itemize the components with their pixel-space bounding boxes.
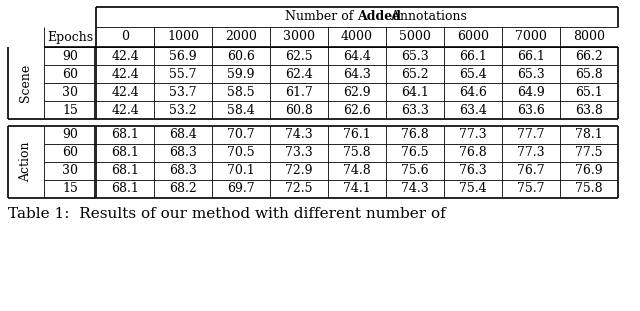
Text: 65.3: 65.3: [401, 49, 429, 63]
Text: 62.6: 62.6: [343, 104, 371, 117]
Text: 77.5: 77.5: [575, 146, 603, 160]
Text: 66.2: 66.2: [575, 49, 603, 63]
Text: 75.7: 75.7: [517, 183, 545, 196]
Text: 42.4: 42.4: [111, 86, 139, 99]
Text: 74.3: 74.3: [285, 128, 313, 142]
Text: 70.5: 70.5: [227, 146, 255, 160]
Text: 62.5: 62.5: [285, 49, 313, 63]
Text: 63.8: 63.8: [575, 104, 603, 117]
Text: 42.4: 42.4: [111, 104, 139, 117]
Text: 60.8: 60.8: [285, 104, 313, 117]
Text: 78.1: 78.1: [575, 128, 603, 142]
Text: 73.3: 73.3: [285, 146, 313, 160]
Text: 15: 15: [62, 183, 78, 196]
Text: 68.1: 68.1: [111, 146, 139, 160]
Text: 55.7: 55.7: [169, 67, 196, 81]
Text: Action: Action: [19, 142, 33, 182]
Text: 66.1: 66.1: [459, 49, 487, 63]
Text: 90: 90: [62, 49, 78, 63]
Text: 2000: 2000: [225, 30, 257, 44]
Text: 7000: 7000: [515, 30, 547, 44]
Text: Annotations: Annotations: [387, 11, 467, 24]
Text: 74.1: 74.1: [343, 183, 371, 196]
Text: 68.1: 68.1: [111, 183, 139, 196]
Text: 76.3: 76.3: [459, 165, 487, 178]
Text: 53.7: 53.7: [169, 86, 197, 99]
Text: 65.4: 65.4: [459, 67, 487, 81]
Text: Number of: Number of: [285, 11, 357, 24]
Text: 70.1: 70.1: [227, 165, 255, 178]
Text: 75.8: 75.8: [343, 146, 371, 160]
Text: 61.7: 61.7: [285, 86, 313, 99]
Text: 4000: 4000: [341, 30, 373, 44]
Text: Added: Added: [357, 11, 401, 24]
Text: 68.1: 68.1: [111, 165, 139, 178]
Text: Scene: Scene: [19, 64, 33, 102]
Text: 72.5: 72.5: [285, 183, 313, 196]
Text: 72.9: 72.9: [285, 165, 313, 178]
Text: 63.3: 63.3: [401, 104, 429, 117]
Text: 68.3: 68.3: [169, 146, 197, 160]
Text: 65.1: 65.1: [575, 86, 603, 99]
Text: 64.3: 64.3: [343, 67, 371, 81]
Text: Epochs: Epochs: [47, 30, 93, 44]
Text: 64.1: 64.1: [401, 86, 429, 99]
Text: Table 1:  Results of our method with different number of: Table 1: Results of our method with diff…: [8, 207, 445, 221]
Text: 64.6: 64.6: [459, 86, 487, 99]
Text: 60.6: 60.6: [227, 49, 255, 63]
Text: 42.4: 42.4: [111, 67, 139, 81]
Text: 66.1: 66.1: [517, 49, 545, 63]
Text: 77.7: 77.7: [517, 128, 545, 142]
Text: 65.2: 65.2: [401, 67, 429, 81]
Text: 75.6: 75.6: [401, 165, 429, 178]
Text: 76.8: 76.8: [401, 128, 429, 142]
Text: 15: 15: [62, 104, 78, 117]
Text: 56.9: 56.9: [169, 49, 197, 63]
Text: 64.9: 64.9: [517, 86, 545, 99]
Text: 63.4: 63.4: [459, 104, 487, 117]
Text: 60: 60: [62, 146, 78, 160]
Text: 90: 90: [62, 128, 78, 142]
Text: 64.4: 64.4: [343, 49, 371, 63]
Text: 62.4: 62.4: [285, 67, 313, 81]
Text: 76.5: 76.5: [401, 146, 429, 160]
Text: 6000: 6000: [457, 30, 489, 44]
Text: 58.5: 58.5: [227, 86, 255, 99]
Text: 76.9: 76.9: [575, 165, 603, 178]
Text: 58.4: 58.4: [227, 104, 255, 117]
Text: 65.3: 65.3: [517, 67, 545, 81]
Text: 76.1: 76.1: [343, 128, 371, 142]
Text: 68.1: 68.1: [111, 128, 139, 142]
Text: 62.9: 62.9: [343, 86, 371, 99]
Text: 65.8: 65.8: [575, 67, 603, 81]
Text: 5000: 5000: [399, 30, 431, 44]
Text: 8000: 8000: [573, 30, 605, 44]
Text: 69.7: 69.7: [227, 183, 255, 196]
Text: 75.4: 75.4: [459, 183, 487, 196]
Text: 1000: 1000: [167, 30, 199, 44]
Text: 76.8: 76.8: [459, 146, 487, 160]
Text: 76.7: 76.7: [517, 165, 545, 178]
Text: 68.4: 68.4: [169, 128, 197, 142]
Text: 0: 0: [121, 30, 129, 44]
Text: 63.6: 63.6: [517, 104, 545, 117]
Text: 68.3: 68.3: [169, 165, 197, 178]
Text: 59.9: 59.9: [227, 67, 255, 81]
Text: 74.3: 74.3: [401, 183, 429, 196]
Text: 74.8: 74.8: [343, 165, 371, 178]
Text: 77.3: 77.3: [517, 146, 545, 160]
Text: 77.3: 77.3: [459, 128, 487, 142]
Text: 30: 30: [62, 86, 78, 99]
Text: 53.2: 53.2: [169, 104, 197, 117]
Text: 68.2: 68.2: [169, 183, 197, 196]
Text: 70.7: 70.7: [227, 128, 255, 142]
Text: 30: 30: [62, 165, 78, 178]
Text: 42.4: 42.4: [111, 49, 139, 63]
Text: 60: 60: [62, 67, 78, 81]
Text: 3000: 3000: [283, 30, 315, 44]
Text: 75.8: 75.8: [575, 183, 603, 196]
